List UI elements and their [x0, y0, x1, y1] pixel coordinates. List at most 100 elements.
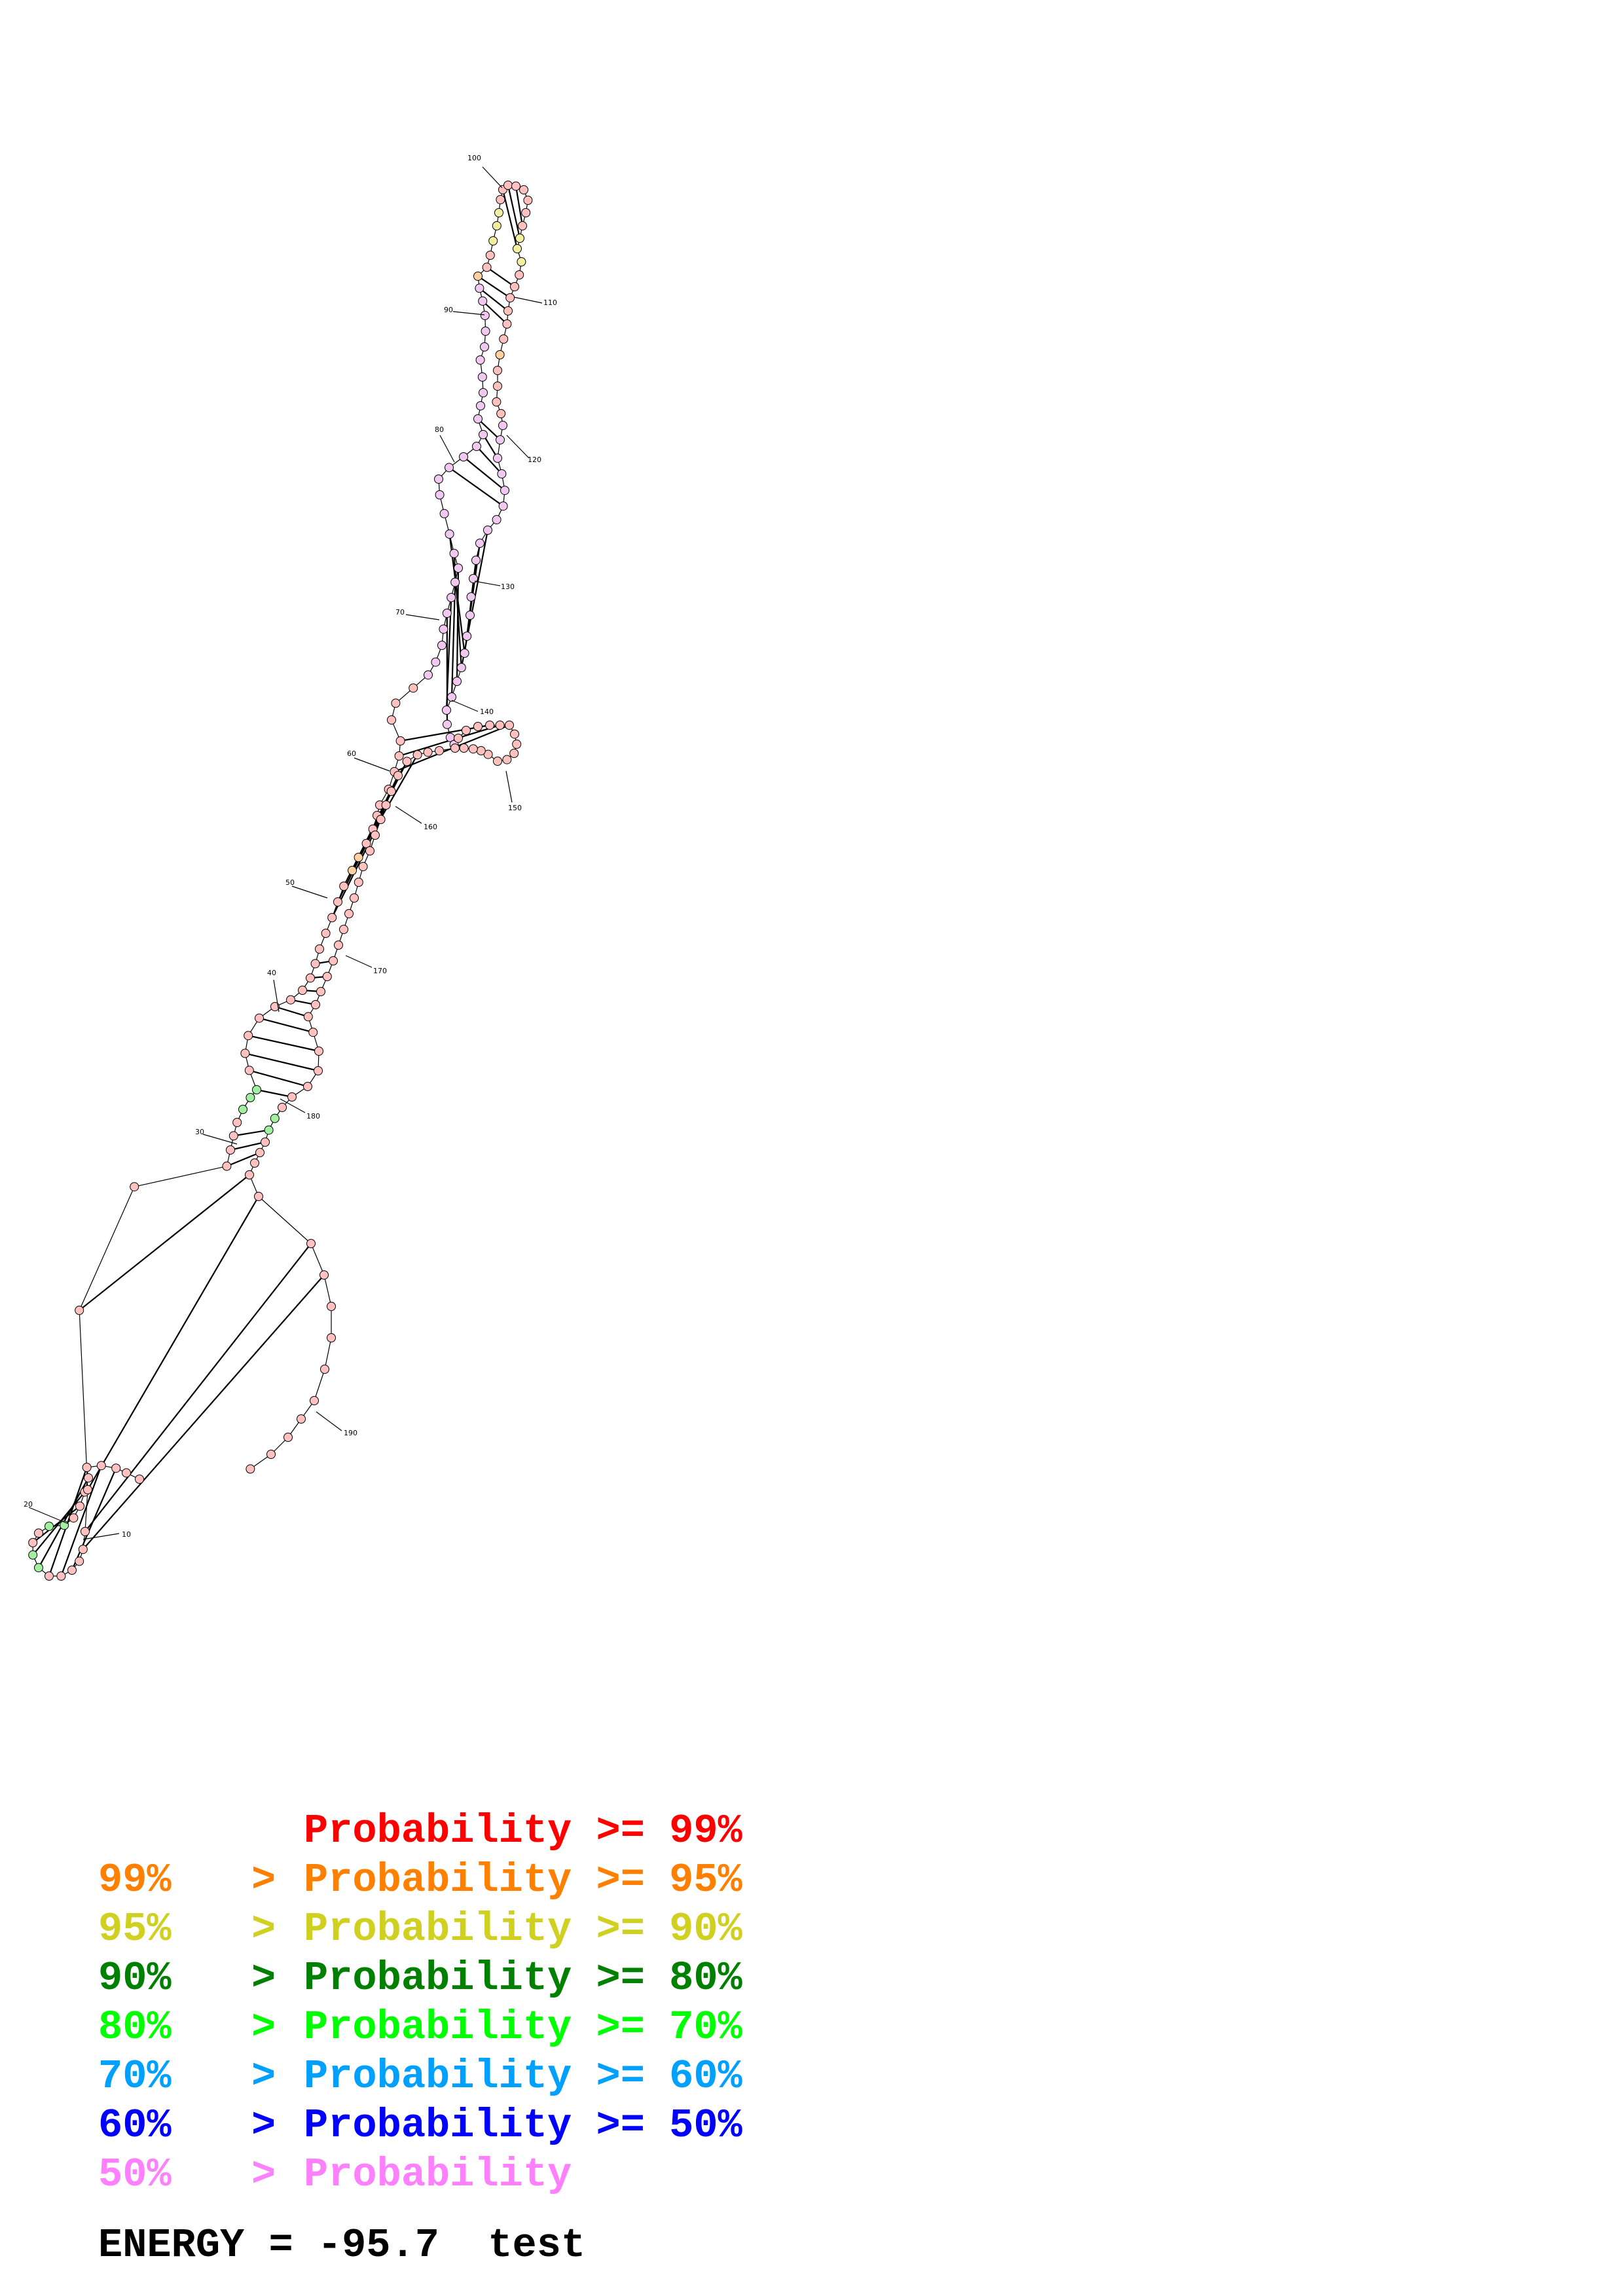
nucleotide [475, 539, 484, 548]
nucleotide [393, 771, 403, 780]
legend-row-70: 80% > Probability >= 70% [98, 2003, 742, 2052]
base-pair [448, 467, 504, 507]
nucleotide [510, 729, 519, 739]
nucleotide [252, 1085, 261, 1094]
legend-op: >= [596, 1857, 645, 1903]
nucleotide [434, 475, 443, 484]
nucleotide [462, 726, 471, 735]
nucleotide [255, 1013, 264, 1023]
nucleotide [255, 1148, 264, 1157]
tick-label-80: 80 [435, 425, 444, 434]
nucleotide [473, 414, 483, 423]
nucleotide [480, 311, 490, 320]
nucleotide [358, 862, 368, 871]
legend-upper: 70% [669, 2004, 742, 2051]
base-pair [515, 186, 524, 226]
nucleotide [450, 577, 460, 587]
nucleotide [488, 236, 498, 245]
nucleotide [391, 698, 401, 708]
tick-label-100: 100 [467, 154, 481, 162]
tick-label-140: 140 [480, 708, 494, 716]
nucleotide [402, 757, 412, 766]
base-pair [450, 582, 456, 698]
nucleotide [365, 846, 374, 855]
legend-gt: > [251, 2004, 276, 2051]
nucleotide [222, 1161, 232, 1171]
legend-op: >= [596, 1906, 645, 1952]
legend-label: Probability [304, 2151, 572, 2198]
tick-label-90: 90 [444, 306, 453, 314]
energy-value: -95.7 [317, 2222, 439, 2269]
legend-lower: 99% [98, 1857, 172, 1903]
nucleotide [492, 221, 501, 230]
structure-name: test [488, 2222, 586, 2269]
base-pair [453, 553, 462, 668]
tick-label-130: 130 [501, 583, 515, 591]
nucleotide [78, 1545, 88, 1554]
nucleotide [306, 973, 315, 983]
nucleotide [264, 1125, 274, 1135]
nucleotide [314, 1066, 323, 1075]
nucleotide [394, 751, 404, 761]
nucleotide [298, 986, 307, 995]
tick-line-20 [28, 1507, 69, 1524]
nucleotide [447, 692, 456, 702]
base-pair [84, 1243, 312, 1532]
nucleotide [270, 1113, 280, 1123]
tick-label-40: 40 [267, 969, 276, 977]
rna-structure-diagram: 10 20 30 40 50 60 70 80 90 100 110 120 1… [24, 154, 557, 1581]
legend-row-50: 60% > Probability >= 50% [98, 2101, 742, 2150]
nucleotide [495, 721, 505, 730]
nucleotide [350, 893, 359, 903]
nucleotide [409, 683, 418, 693]
tick-label-10: 10 [122, 1530, 131, 1539]
nucleotide [306, 1239, 316, 1248]
base-pair [226, 1151, 261, 1167]
probability-legend: Probability >= 99% 99% > Probability >= 95… [98, 1806, 742, 2199]
base-pair [233, 1129, 269, 1137]
base-pair [259, 1017, 314, 1033]
nucleotide [515, 234, 524, 243]
nucleotide [122, 1468, 131, 1478]
nucleotide [386, 787, 396, 796]
nucleotide [228, 1131, 238, 1141]
nucleotide [502, 755, 512, 764]
nucleotide [469, 574, 478, 583]
nucleotide [283, 1433, 293, 1442]
nucleotide [329, 956, 338, 965]
legend-gt: > [251, 1955, 276, 2001]
nucleotide [424, 670, 433, 680]
nucleotide [75, 1306, 84, 1315]
nucleotide [311, 1000, 320, 1009]
nucleotide [395, 736, 405, 745]
nucleotide [493, 757, 502, 766]
nucleotide [477, 372, 487, 382]
nucleotide [270, 1002, 280, 1011]
nucleotide [310, 959, 320, 969]
tick-line-170 [345, 955, 373, 968]
nucleotide [327, 1302, 336, 1311]
legend-gt: > [251, 2102, 276, 2149]
tick-line-150 [505, 770, 513, 803]
nucleotide [435, 746, 444, 755]
nucleotide [333, 897, 342, 906]
tick-label-160: 160 [424, 823, 437, 831]
tick-line-120 [506, 435, 530, 459]
legend-upper: 90% [669, 1906, 742, 1952]
nucleotide [473, 272, 483, 281]
backbone-segment [324, 1337, 332, 1370]
nucleotide [454, 564, 463, 573]
legend-lower: 95% [98, 1906, 172, 1952]
nucleotide [439, 509, 449, 518]
tick-label-120: 120 [528, 456, 541, 464]
legend-lower: 80% [98, 2004, 172, 2051]
nucleotide [480, 342, 489, 351]
legend-gt: > [251, 2053, 276, 2100]
nucleotide [493, 366, 502, 375]
legend-op: >= [596, 1808, 645, 1854]
nucleotide [34, 1563, 43, 1573]
legend-row-90: 95% > Probability >= 90% [98, 1905, 742, 1954]
nucleotide [261, 1138, 270, 1147]
legend-upper: 95% [669, 1857, 742, 1903]
tick-line-110 [513, 296, 543, 304]
